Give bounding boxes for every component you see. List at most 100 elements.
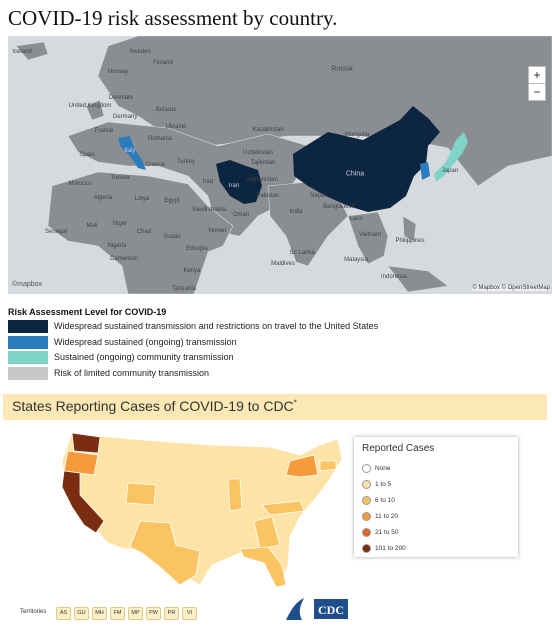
map-label: Finland xyxy=(153,60,173,66)
zoom-in-button[interactable]: + xyxy=(528,66,546,84)
map-label: Italy xyxy=(124,148,136,154)
map-label: Kazakhstan xyxy=(252,127,284,133)
cases-legend-item: 1 to 5 xyxy=(362,480,391,489)
map-label: Sudan xyxy=(163,234,181,240)
map-label: Uzbekistan xyxy=(243,150,273,156)
territory-button[interactable]: PR xyxy=(164,607,179,620)
territory-button[interactable]: MH xyxy=(92,607,107,620)
map-shapes xyxy=(15,36,552,294)
map-label: Mali xyxy=(86,223,98,229)
map-label: Tajikistan xyxy=(250,160,276,166)
map-label: France xyxy=(94,128,114,134)
map-label: Iraq xyxy=(202,179,214,185)
hhs-cdc-logo: CDC xyxy=(286,598,348,620)
map-label: Romania xyxy=(147,136,173,142)
legend-label: Widespread sustained transmission and re… xyxy=(54,320,379,331)
us-map xyxy=(61,432,343,588)
cases-legend-item: 6 to 10 xyxy=(362,496,395,505)
zoom-out-button[interactable]: − xyxy=(528,83,546,101)
legend-label: Risk of limited community transmission xyxy=(54,367,210,378)
map-label: Yemen xyxy=(207,228,227,234)
map-label: Pakistan xyxy=(256,193,280,199)
map-label: Algeria xyxy=(93,195,113,201)
map-label: Germany xyxy=(112,114,138,120)
map-label: Nepal xyxy=(310,193,326,199)
legend-label: 21 to 50 xyxy=(375,529,399,537)
legend-swatch xyxy=(8,366,48,380)
legend-label: 6 to 10 xyxy=(375,497,395,505)
territory-button[interactable]: PW xyxy=(146,607,161,620)
legend-label: 1 to 5 xyxy=(375,481,392,489)
risk-legend-item: Widespread sustained (ongoing) transmiss… xyxy=(8,335,237,349)
map-label: United Kingdom xyxy=(68,103,112,109)
legend-label: Sustained (ongoing) community transmissi… xyxy=(54,351,234,362)
map-label: Ukraine xyxy=(165,124,187,130)
territory-button[interactable]: VI xyxy=(182,607,197,620)
map-logo: ©mapbox xyxy=(12,281,43,288)
map-label: Oman xyxy=(232,212,250,218)
map-label: Ethiopia xyxy=(186,246,208,252)
territories-label: Territories xyxy=(20,609,47,615)
map-label: Greece xyxy=(145,162,165,168)
risk-legend-item: Sustained (ongoing) community transmissi… xyxy=(8,351,234,364)
map-label: Cameroon xyxy=(109,256,139,262)
cases-legend-title: Reported Cases xyxy=(362,443,435,454)
map-label: Russia xyxy=(331,65,353,73)
legend-label: 101 to 200 xyxy=(375,545,406,553)
highlighted-countries xyxy=(118,106,468,212)
map-label: Tanzania xyxy=(171,286,197,292)
cases-legend-item: 101 to 200 xyxy=(362,544,406,553)
map-label: Laos xyxy=(349,216,363,222)
section-banner xyxy=(3,394,547,420)
legend-dot xyxy=(362,544,371,553)
map-label: Libya xyxy=(134,196,150,202)
map-label: Chad xyxy=(136,229,152,235)
map-label: Philippines xyxy=(395,238,425,244)
land xyxy=(15,36,552,294)
legend-dot xyxy=(362,512,371,521)
cdc-logo-text: CDC xyxy=(318,603,344,617)
legend-label: 11 to 20 xyxy=(375,513,399,521)
map-label: Morocco xyxy=(68,181,92,187)
page-title: COVID-19 risk assessment by country. xyxy=(8,6,338,30)
map-label: Belarus xyxy=(155,107,177,113)
map-label: Vietnam xyxy=(359,232,381,238)
legend-dot xyxy=(362,496,371,505)
territory-button[interactable]: AS xyxy=(56,607,71,620)
map-label: Niger xyxy=(112,221,128,227)
map-label: China xyxy=(345,170,365,178)
map-label: Nigeria xyxy=(107,243,127,249)
map-label: Kenya xyxy=(183,268,201,274)
map-attribution[interactable]: © Mapbox © OpenStreetMap xyxy=(472,285,550,291)
cases-legend-item: None xyxy=(362,464,391,473)
section-title-text: States Reporting Cases of COVID-19 to CD… xyxy=(12,398,294,414)
map-label: Tunisia xyxy=(110,175,130,181)
risk-legend-item: Widespread sustained transmission and re… xyxy=(8,320,378,333)
territory-button[interactable]: FM xyxy=(110,607,125,620)
map-label: Mongolia xyxy=(344,132,370,138)
map-label: Denmark xyxy=(108,95,134,101)
map-label: Afghanistan xyxy=(246,177,278,183)
map-label: Egypt xyxy=(164,198,180,204)
map-label: Sweden xyxy=(129,49,151,55)
legend-dot xyxy=(362,528,371,537)
map-label: Bangladesh xyxy=(323,204,355,210)
legend-swatch xyxy=(8,320,48,333)
map-label: Norway xyxy=(107,69,129,75)
risk-legend-item: Risk of limited community transmission xyxy=(8,366,210,380)
cases-legend-item: 11 to 20 xyxy=(362,512,398,521)
legend-swatch xyxy=(8,351,48,364)
footnote-mark: * xyxy=(293,398,297,408)
map-label: India xyxy=(289,209,303,215)
map-label: Iceland xyxy=(12,49,32,55)
map-label: Iran xyxy=(228,183,240,189)
section-title: States Reporting Cases of COVID-19 to CD… xyxy=(12,398,297,414)
map-label: Turkey xyxy=(176,159,196,165)
territory-button[interactable]: MP xyxy=(128,607,143,620)
legend-swatch xyxy=(8,335,48,349)
world-map[interactable]: Iceland Sweden Finland Norway Russia United K… xyxy=(8,36,552,294)
territory-button[interactable]: GU xyxy=(74,607,89,620)
cases-legend xyxy=(354,437,518,557)
map-label: Maldives xyxy=(271,261,295,267)
